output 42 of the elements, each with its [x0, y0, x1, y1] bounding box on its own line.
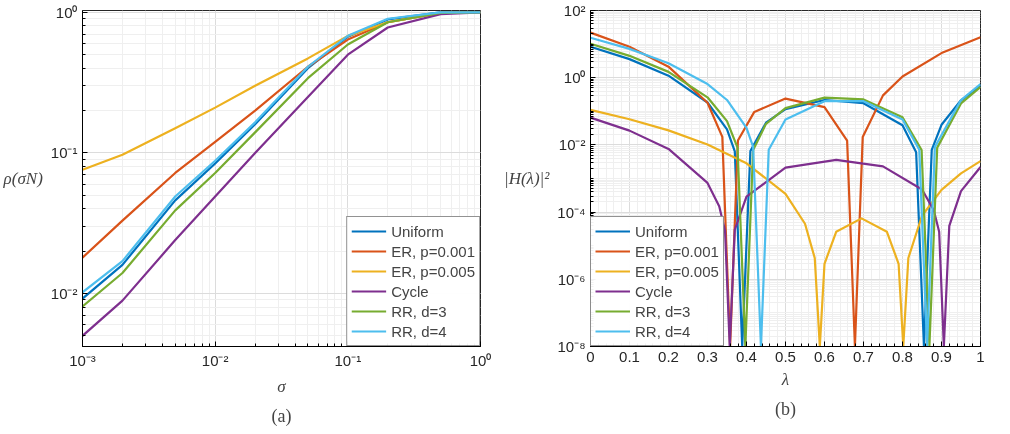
x-tick-label: 0.8 — [892, 347, 913, 365]
legend-label: ER, p=0.001 — [635, 242, 719, 260]
x-tick-label: 0.9 — [931, 347, 952, 365]
legend-label: Cycle — [635, 282, 673, 300]
legend-label: Uniform — [635, 222, 688, 240]
y-tick-label: 10⁰ — [55, 3, 78, 21]
x-tick-label: 0 — [586, 347, 595, 365]
x-tick-label: 1 — [976, 347, 985, 365]
x-tick-label: 10⁻³ — [69, 351, 96, 369]
legend-label: Uniform — [391, 222, 444, 240]
x-tick-label: 0.6 — [814, 347, 835, 365]
x-tick-label: 10⁰ — [469, 351, 492, 369]
y-tick-label: 10⁻⁴ — [557, 203, 586, 221]
legend-label: RR, d=3 — [391, 302, 447, 320]
legend-label: ER, p=0.001 — [391, 242, 475, 260]
text: (b) — [775, 398, 797, 420]
y-tick-label: 10² — [563, 2, 586, 19]
legend-label: Cycle — [391, 282, 429, 300]
text: (a) — [271, 405, 292, 427]
y-tick-label: 10⁰ — [563, 69, 586, 87]
x-tick-label: 0.5 — [775, 347, 796, 365]
y-tick-label: 10⁻¹ — [50, 144, 78, 162]
y-tick-label: 10⁻⁶ — [557, 270, 586, 288]
x-axis-title: λ — [780, 369, 790, 389]
x-tick-label: 10⁻² — [201, 351, 229, 369]
y-tick-label: 10⁻² — [558, 136, 586, 154]
y-tick-label: 10⁻² — [50, 285, 78, 303]
x-tick-label: 0.3 — [697, 347, 718, 365]
x-tick-label: 10⁻¹ — [334, 351, 362, 369]
x-tick-label: 0.4 — [736, 347, 757, 365]
y-axis-title: |H(λ)|² — [503, 169, 551, 188]
legend-label: RR, d=3 — [635, 302, 691, 320]
x-tick-label: 0.7 — [853, 347, 874, 365]
legend-label: RR, d=4 — [635, 322, 691, 340]
y-tick-label: 10⁻⁸ — [557, 338, 586, 355]
y-axis-title: ρ(σN) — [2, 169, 44, 188]
x-tick-label: 0.1 — [619, 347, 640, 365]
legend-label: RR, d=4 — [391, 322, 447, 340]
x-tick-label: 0.2 — [658, 347, 679, 365]
legend-label: ER, p=0.005 — [391, 262, 475, 280]
legend-label: ER, p=0.005 — [635, 262, 719, 280]
x-axis-title: σ — [277, 376, 287, 396]
